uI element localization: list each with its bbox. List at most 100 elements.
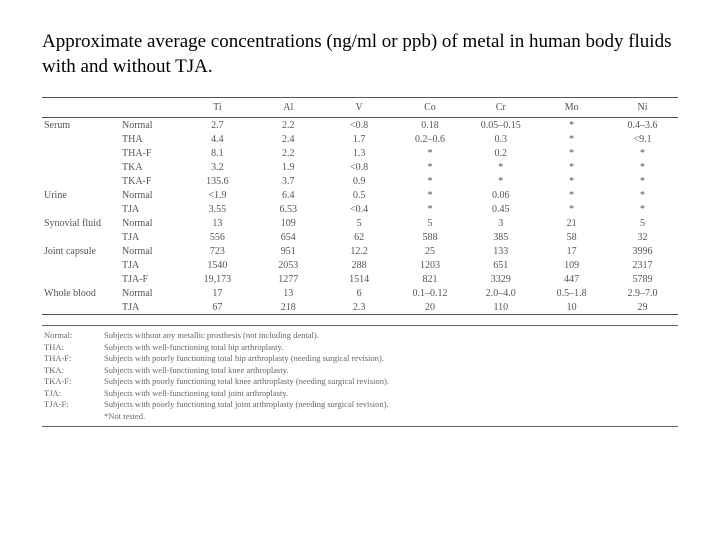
cell: 0.06 [465,188,536,202]
cell: * [395,160,466,174]
sub-label: THA-F [120,146,182,160]
group-label [42,160,120,174]
cell: 4.4 [182,132,253,146]
cell: * [465,160,536,174]
cell: 20 [395,300,466,315]
cell: * [395,202,466,216]
cell: * [607,174,678,188]
table-title: Approximate average concentrations (ng/m… [42,30,678,79]
cell: 12.2 [324,244,395,258]
cell: * [607,188,678,202]
cell: 0.5–1.8 [536,286,607,300]
sub-label: Normal [120,244,182,258]
sub-label: TJA [120,258,182,272]
cell: 1514 [324,272,395,286]
table-row: Whole bloodNormal171360.1–0.122.0–4.00.5… [42,286,678,300]
cell: 588 [395,230,466,244]
cell: * [395,146,466,160]
cell: 654 [253,230,324,244]
sub-label: TJA-F [120,272,182,286]
cell: 0.4–3.6 [607,118,678,133]
cell: 3.2 [182,160,253,174]
table-row: TJA3.556.53<0.4*0.45** [42,202,678,216]
cell: 133 [465,244,536,258]
table-row: SerumNormal2.72.2<0.80.180.05–0.15*0.4–3… [42,118,678,133]
sub-label: Normal [120,188,182,202]
table-head: Ti Al V Co Cr Mo Ni [42,98,678,118]
legend-key: Normal: [44,330,104,341]
cell: 25 [395,244,466,258]
table-row: TJA556654625883855832 [42,230,678,244]
cell: 2.3 [324,300,395,315]
legend-row: Normal:Subjects without any metallic pro… [44,330,676,341]
table-row: TKA3.21.9<0.8**** [42,160,678,174]
cell: * [536,202,607,216]
cell: 1540 [182,258,253,272]
cell: 2053 [253,258,324,272]
sub-label: TKA [120,160,182,174]
cell: 32 [607,230,678,244]
group-label [42,202,120,216]
legend-row: THA-F:Subjects with poorly functioning t… [44,353,676,364]
cell: * [536,132,607,146]
cell: * [536,118,607,133]
cell: 29 [607,300,678,315]
table-row: TJA672182.3201101029 [42,300,678,315]
cell: 13 [182,216,253,230]
cell: 821 [395,272,466,286]
cell: 3329 [465,272,536,286]
cell: 651 [465,258,536,272]
col-h-al: Al [253,98,324,118]
table-row: Joint capsuleNormal72395112.225133173996 [42,244,678,258]
sub-label: Normal [120,286,182,300]
sub-label: Normal [120,216,182,230]
cell: 3.7 [253,174,324,188]
col-h-ti: Ti [182,98,253,118]
legend-row: TJA-F:Subjects with poorly functioning t… [44,399,676,410]
cell: 218 [253,300,324,315]
cell: 58 [536,230,607,244]
cell: 2317 [607,258,678,272]
cell: * [536,174,607,188]
sub-label: THA [120,132,182,146]
cell: 2.7 [182,118,253,133]
cell: <1.9 [182,188,253,202]
col-h-v: V [324,98,395,118]
legend-text: Subjects with well-functioning total hip… [104,342,283,353]
data-table-wrap: Ti Al V Co Cr Mo Ni SerumNormal2.72.2<0.… [42,97,678,427]
cell: 109 [536,258,607,272]
table-row: TJA1540205328812036511092317 [42,258,678,272]
header-row: Ti Al V Co Cr Mo Ni [42,98,678,118]
cell: 1.3 [324,146,395,160]
page: Approximate average concentrations (ng/m… [0,0,720,437]
legend-row: TKA-F:Subjects with poorly functioning t… [44,376,676,387]
cell: 2.0–4.0 [465,286,536,300]
group-label [42,300,120,315]
table-row: TJA-F19,1731277151482133294475789 [42,272,678,286]
cell: <0.8 [324,160,395,174]
cell: 0.2 [465,146,536,160]
group-label: Joint capsule [42,244,120,258]
cell: * [536,160,607,174]
sub-label: TJA [120,202,182,216]
table-row: TKA-F135.63.70.9**** [42,174,678,188]
cell: 0.3 [465,132,536,146]
group-label [42,258,120,272]
cell: 0.9 [324,174,395,188]
legend-text: Subjects with well-functioning total kne… [104,365,289,376]
col-h-mo: Mo [536,98,607,118]
legend-key: TKA-F: [44,376,104,387]
table-row: UrineNormal<1.96.40.5*0.06** [42,188,678,202]
group-label [42,146,120,160]
group-label: Whole blood [42,286,120,300]
cell: <9.1 [607,132,678,146]
cell: 385 [465,230,536,244]
legend-key [44,411,104,422]
table-legend: Normal:Subjects without any metallic pro… [42,325,678,427]
sub-label: TJA [120,300,182,315]
cell: * [536,146,607,160]
cell: 0.05–0.15 [465,118,536,133]
cell: 13 [253,286,324,300]
cell: 1.9 [253,160,324,174]
cell: 0.18 [395,118,466,133]
